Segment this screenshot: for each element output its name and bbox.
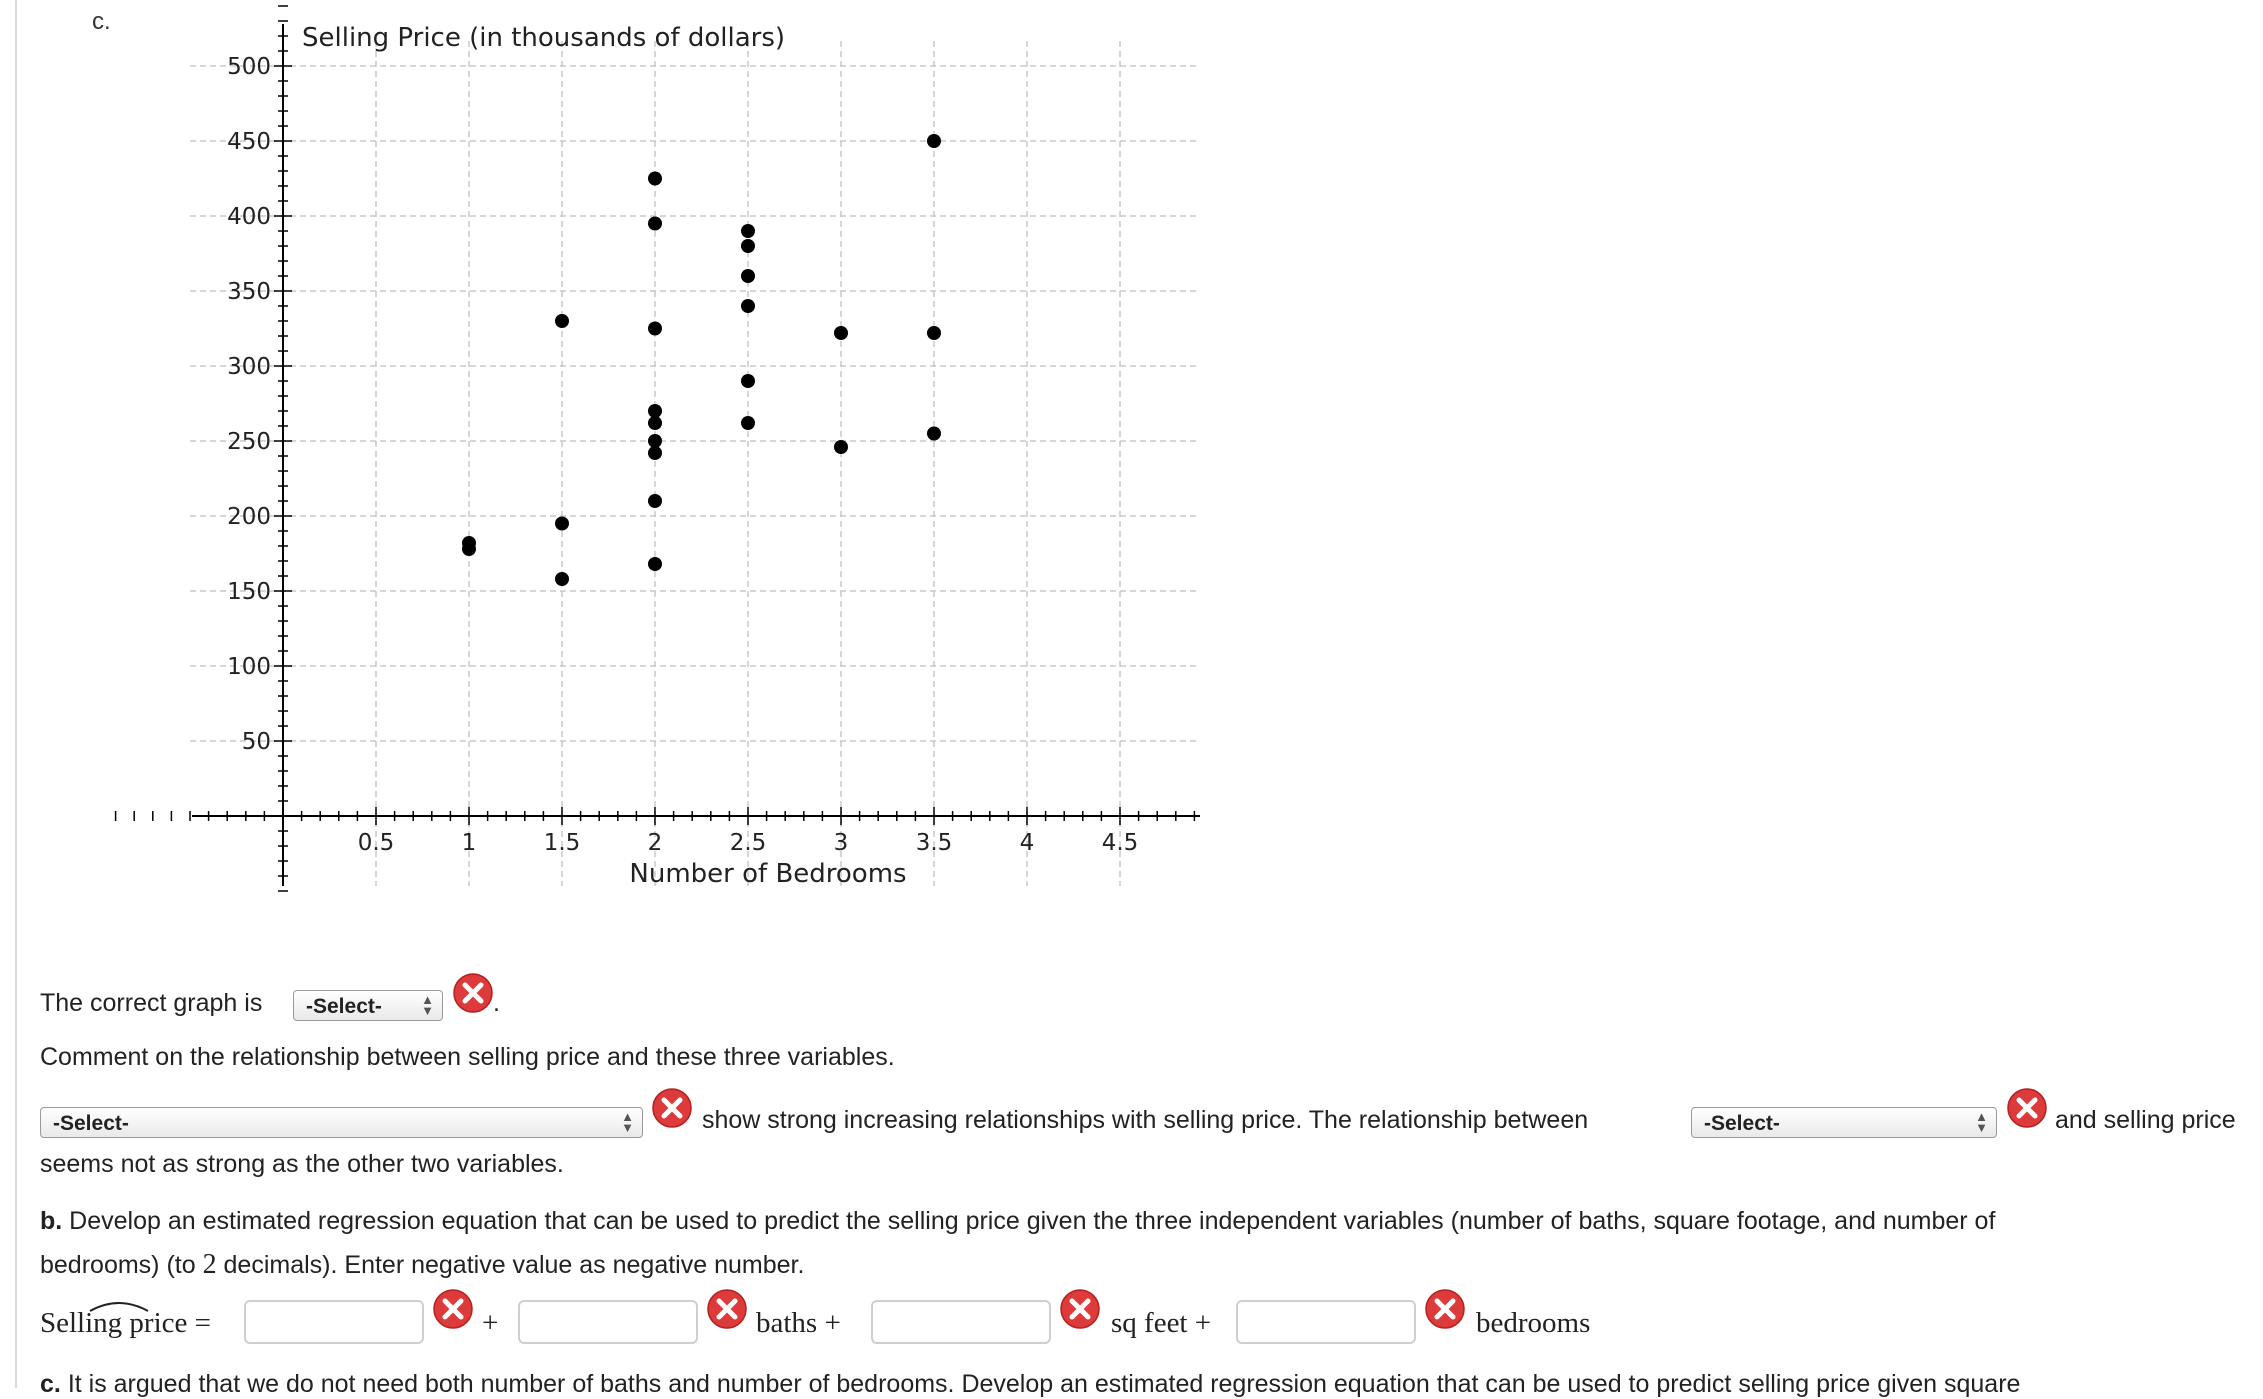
data-point — [741, 224, 755, 238]
data-point — [648, 446, 662, 460]
x-tick-label: 1 — [462, 830, 477, 856]
error-x-icon — [707, 1289, 747, 1329]
error-x-icon — [2007, 1088, 2047, 1128]
error-x-icon — [1425, 1289, 1465, 1329]
error-x-icon — [652, 1088, 692, 1128]
y-tick-label: 300 — [227, 354, 271, 380]
scatter-chart: 50 100 150 200 250 300 350 400 450 500 0.5 1 1.5 2 2.5… — [114, 5, 1200, 892]
y-tick-label: 400 — [227, 204, 271, 230]
y-tick-label: 50 — [242, 729, 271, 755]
chart-axes — [192, 24, 1200, 886]
data-point — [648, 434, 662, 448]
y-tick-label: 350 — [227, 279, 271, 305]
graph-question-suffix: . — [493, 989, 500, 1017]
graph-select[interactable]: -Select- ▲ ▼ — [293, 990, 443, 1021]
part-c-label: c. — [40, 1370, 61, 1398]
bedrooms-coefficient-input[interactable] — [1236, 1300, 1416, 1344]
data-point — [927, 426, 941, 441]
x-axis-label: Number of Bedrooms — [629, 859, 906, 889]
x-tick-label: 1.5 — [544, 830, 581, 856]
data-point — [741, 299, 755, 313]
sqfeet-term: sq feet + — [1111, 1307, 1212, 1339]
bedrooms-term: bedrooms — [1476, 1307, 1591, 1339]
select-arrows-icon: ▲ ▼ — [1975, 1109, 1988, 1135]
data-point — [648, 216, 662, 231]
comment-prompt: Comment on the relationship between sell… — [40, 1043, 895, 1071]
part-b-line2: bedrooms) (to 2 decimals). Enter negativ… — [40, 1249, 804, 1281]
y-tick-label: 450 — [227, 129, 271, 155]
part-c-text: It is argued that we do not need both nu… — [67, 1370, 2021, 1398]
part-b-label: b. — [40, 1207, 63, 1235]
left-border — [15, 0, 17, 1388]
selling-price-label: Selling price = — [40, 1302, 211, 1340]
hat-accent — [89, 1302, 149, 1312]
x-tick-label: 2 — [648, 830, 663, 856]
data-point — [648, 416, 662, 430]
data-point — [648, 171, 662, 186]
y-tick-label: 500 — [227, 54, 271, 80]
intercept-input[interactable] — [244, 1300, 424, 1344]
sqfeet-coefficient-input[interactable] — [871, 1300, 1051, 1344]
plus-sign: + — [482, 1307, 499, 1339]
error-x-icon — [433, 1289, 473, 1329]
graph-select-value: -Select- — [306, 995, 382, 1018]
data-point — [648, 494, 662, 508]
graph-question-prefix: The correct graph is — [40, 989, 263, 1017]
variable-select[interactable]: -Select- ▲ ▼ — [1691, 1107, 1997, 1138]
data-point — [927, 134, 941, 148]
data-point — [555, 314, 569, 328]
data-point — [741, 239, 755, 253]
data-point — [555, 572, 569, 586]
chart-grid — [190, 41, 1200, 886]
variables-select-value: -Select- — [53, 1112, 129, 1135]
y-tick-label: 200 — [227, 504, 271, 530]
data-point — [648, 404, 662, 418]
data-point — [648, 557, 662, 571]
data-point — [834, 440, 848, 454]
x-tick-label: 3.5 — [916, 830, 953, 856]
y-tick-label: 150 — [227, 579, 271, 605]
relationship-text-line2: seems not as strong as the other two var… — [40, 1150, 564, 1178]
part-b-line1: b. Develop an estimated regression equat… — [40, 1207, 1995, 1236]
y-tick-label: 250 — [227, 429, 271, 455]
x-tick-label: 3 — [834, 830, 849, 856]
variable-select-value: -Select- — [1704, 1112, 1780, 1135]
relationship-text-middle: show strong increasing relationships wit… — [702, 1106, 1589, 1134]
select-arrows-icon: ▲ ▼ — [621, 1109, 634, 1135]
part-c-line: c. It is argued that we do not need both… — [40, 1370, 2020, 1399]
data-point — [927, 326, 941, 340]
data-point — [741, 269, 755, 283]
part-b-text2b: decimals). Enter negative value as negat… — [223, 1251, 805, 1279]
select-arrows-icon: ▲ ▼ — [421, 992, 434, 1018]
chart-points — [462, 134, 941, 586]
x-tick-label: 2.5 — [730, 830, 767, 856]
baths-coefficient-input[interactable] — [518, 1300, 698, 1344]
part-label: c. — [92, 8, 111, 35]
equals-sign: = — [194, 1307, 211, 1339]
selling-price-text: Selling price — [40, 1307, 188, 1339]
data-point — [834, 326, 848, 340]
part-b-decimals: 2 — [202, 1249, 217, 1280]
x-tick-label: 0.5 — [358, 830, 395, 856]
error-x-icon — [1060, 1289, 1100, 1329]
part-b-text2a: bedrooms) (to — [40, 1251, 196, 1279]
variables-select[interactable]: -Select- ▲ ▼ — [40, 1107, 643, 1138]
chart-ticks: 50 100 150 200 250 300 350 400 450 500 0.5 1 1.5 2 2.5… — [114, 5, 1196, 892]
error-x-icon — [453, 973, 493, 1013]
data-point — [648, 321, 662, 336]
y-tick-label: 100 — [227, 654, 271, 680]
baths-term: baths + — [756, 1307, 841, 1339]
part-b-text1: Develop an estimated regression equation… — [69, 1207, 1996, 1235]
data-point — [741, 416, 755, 430]
data-point — [555, 516, 569, 531]
relationship-text-end: and selling price — [2055, 1106, 2236, 1134]
y-axis-label: Selling Price (in thousands of dollars) — [302, 23, 785, 53]
data-point — [741, 374, 755, 388]
x-tick-label: 4.5 — [1102, 830, 1139, 856]
x-tick-label: 4 — [1020, 830, 1035, 856]
data-point — [462, 536, 476, 550]
